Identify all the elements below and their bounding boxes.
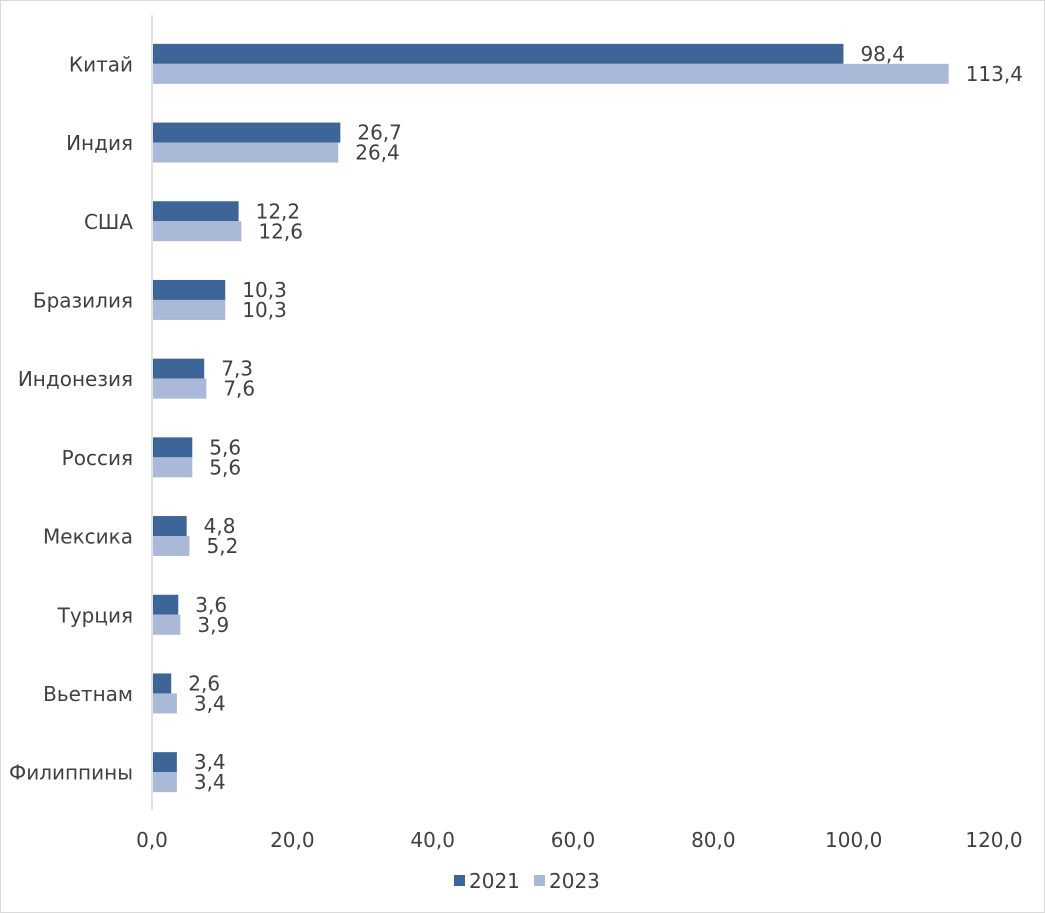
bar-2023-9 (153, 772, 177, 793)
bar-2023-0 (153, 63, 949, 84)
data-label: 3,4 (194, 750, 226, 774)
data-label: 10,3 (242, 278, 287, 302)
category-label: Филиппины (9, 761, 133, 785)
bar-2023-6 (153, 536, 190, 557)
bar-2023-8 (153, 693, 177, 714)
category-label: Россия (62, 446, 133, 470)
bar-2023-7 (153, 614, 181, 635)
category-label: Мексика (43, 525, 133, 549)
bar-2023-4 (153, 378, 207, 399)
category-label: США (84, 210, 133, 234)
x-tick-label: 60,0 (551, 828, 596, 852)
x-tick-label: 0,0 (136, 828, 168, 852)
data-label: 26,7 (357, 121, 402, 145)
data-label: 3,9 (197, 613, 229, 637)
data-label: 3,4 (194, 691, 226, 715)
bar-2021-0 (153, 43, 844, 64)
data-label: 98,4 (860, 42, 905, 66)
category-label: Индия (66, 131, 133, 155)
data-label: 5,6 (209, 435, 241, 459)
data-label: 26,4 (355, 141, 400, 165)
data-label: 5,6 (209, 455, 241, 479)
data-label: 12,6 (258, 219, 303, 243)
category-label: Бразилия (33, 288, 133, 312)
bar-2021-7 (153, 594, 179, 615)
data-label: 12,2 (256, 199, 301, 223)
category-label: Индонезия (18, 367, 133, 391)
category-label: Турция (57, 603, 133, 627)
legend-label: 2021 (469, 869, 520, 893)
legend-swatch-2023 (534, 875, 545, 886)
bar-2023-1 (153, 142, 339, 163)
data-label: 10,3 (242, 298, 287, 322)
data-label: 3,4 (194, 770, 226, 794)
data-label: 113,4 (966, 62, 1023, 86)
data-label: 7,3 (221, 357, 253, 381)
data-label: 3,6 (195, 593, 227, 617)
category-label: Китай (69, 52, 133, 76)
x-tick-label: 120,0 (965, 828, 1022, 852)
data-label: 4,8 (204, 514, 236, 538)
bar-2021-2 (153, 201, 239, 222)
bar-2023-5 (153, 457, 193, 478)
bar-2021-8 (153, 673, 172, 694)
bar-2021-5 (153, 437, 193, 458)
data-label: 7,6 (223, 377, 255, 401)
category-label: Вьетнам (43, 682, 133, 706)
bar-2023-3 (153, 299, 226, 320)
bar-2021-4 (153, 358, 205, 379)
x-tick-label: 20,0 (270, 828, 315, 852)
legend-label: 2023 (549, 869, 600, 893)
x-tick-label: 80,0 (691, 828, 736, 852)
data-label: 2,6 (188, 671, 220, 695)
bar-2021-6 (153, 516, 187, 537)
legend-swatch-2021 (454, 875, 465, 886)
bar-2021-3 (153, 279, 226, 300)
bar-2021-1 (153, 122, 341, 143)
x-tick-label: 100,0 (825, 828, 882, 852)
data-label: 5,2 (206, 534, 238, 558)
bar-2021-9 (153, 752, 177, 773)
bar-2023-2 (153, 221, 242, 242)
x-tick-label: 40,0 (410, 828, 455, 852)
